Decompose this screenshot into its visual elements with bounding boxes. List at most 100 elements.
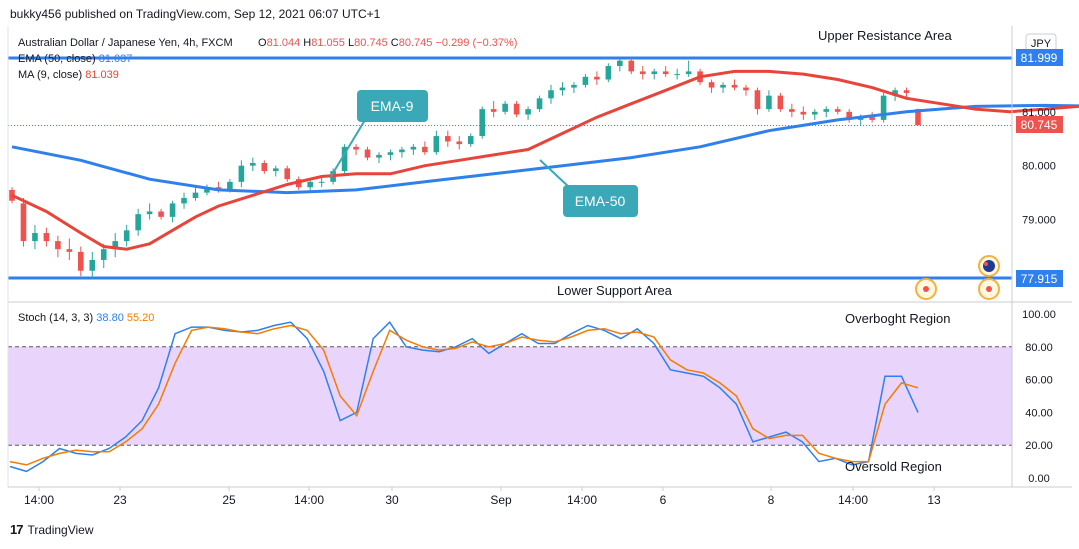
- candle: [525, 106, 531, 120]
- candle-body: [479, 109, 486, 137]
- candle-body: [399, 149, 405, 153]
- candle: [777, 92, 784, 112]
- candle-body: [112, 241, 119, 250]
- flag-event-icon[interactable]: [978, 255, 1000, 277]
- candle: [628, 57, 635, 75]
- event-marker-icon[interactable]: [978, 278, 1000, 300]
- candle: [272, 165, 279, 177]
- stoch-axis-label: 100.00: [1022, 309, 1056, 321]
- svg-text:80.745: 80.745: [1021, 118, 1058, 132]
- currency-badge[interactable]: JPY: [1025, 33, 1057, 52]
- candle-body: [20, 203, 27, 242]
- stoch-d-line: [9, 324, 919, 466]
- candle: [731, 79, 738, 91]
- time-axis-label: 6: [660, 493, 667, 507]
- candle: [605, 63, 612, 83]
- candle-body: [410, 146, 417, 150]
- candle-body: [525, 109, 531, 115]
- candle: [467, 133, 474, 147]
- ma9-line: [11, 69, 1079, 251]
- candle-body: [318, 181, 325, 183]
- candle-body: [823, 109, 830, 112]
- event-marker-icon[interactable]: [915, 278, 937, 300]
- candle-body: [846, 111, 852, 120]
- candle: [766, 90, 772, 112]
- candle: [674, 68, 680, 80]
- candle: [112, 233, 119, 258]
- candle: [181, 192, 187, 209]
- candle-body: [272, 168, 279, 172]
- time-axis-label: 25: [222, 493, 236, 507]
- candle-body: [834, 109, 841, 112]
- candle-body: [674, 74, 680, 76]
- candle-body: [651, 71, 658, 75]
- candle: [559, 82, 566, 96]
- price-axis-label: 81.000: [1022, 107, 1056, 119]
- candle: [123, 224, 130, 247]
- candle-body: [662, 71, 669, 75]
- tradingview-mark-icon: 17: [10, 522, 24, 537]
- svg-text:JPY: JPY: [1031, 38, 1052, 50]
- candle: [582, 74, 589, 88]
- candle-body: [123, 230, 130, 242]
- candle-body: [628, 60, 635, 72]
- upper-resistance-label: Upper Resistance Area: [818, 28, 952, 43]
- candle: [169, 200, 176, 223]
- candle: [754, 87, 761, 115]
- time-axis-label: 14:00: [838, 493, 868, 507]
- candle-body: [685, 71, 692, 75]
- candle-body: [605, 66, 612, 80]
- candle: [479, 106, 486, 139]
- candle-body: [720, 84, 726, 88]
- candle-body: [582, 76, 589, 85]
- candle: [376, 152, 382, 163]
- candle: [43, 227, 50, 247]
- candle-body: [433, 136, 440, 153]
- candle: [422, 141, 428, 155]
- candle: [89, 251, 96, 279]
- candle-body: [789, 109, 795, 112]
- candle: [261, 160, 268, 174]
- svg-text:EMA-50: EMA-50: [575, 193, 626, 209]
- candle: [135, 208, 141, 236]
- candle: [146, 203, 153, 220]
- candle: [444, 130, 451, 147]
- candle: [399, 146, 405, 158]
- candle: [880, 92, 887, 123]
- candle-body: [639, 71, 646, 75]
- tradingview-brand: TradingView: [27, 522, 94, 537]
- candle: [548, 84, 554, 104]
- price-pane: [8, 56, 1079, 280]
- candle: [20, 198, 27, 247]
- candle: [387, 149, 394, 161]
- candle-body: [743, 87, 749, 91]
- ema50-line: [11, 103, 1079, 195]
- candle-body: [467, 136, 474, 145]
- lower-support-label: Lower Support Area: [557, 283, 673, 298]
- stoch-band: [8, 346, 1012, 446]
- stochastic-pane: [8, 321, 1012, 473]
- stoch-axis-label: 60.00: [1025, 375, 1053, 387]
- stoch-axis-label: 40.00: [1025, 407, 1053, 419]
- candle-body: [777, 95, 784, 110]
- candle-body: [146, 211, 153, 215]
- candle-body: [227, 181, 233, 190]
- candle: [708, 79, 715, 93]
- candle-body: [766, 95, 772, 110]
- time-axis-label: 14:00: [294, 493, 324, 507]
- candle: [811, 109, 818, 120]
- candle: [513, 101, 520, 118]
- candle-body: [548, 90, 554, 99]
- candle: [571, 82, 577, 93]
- candle-body: [559, 87, 566, 91]
- tradingview-logo[interactable]: 17 TradingView: [10, 522, 94, 537]
- time-axis-label: Sep: [490, 493, 512, 507]
- stoch-axis-label: 20.00: [1025, 440, 1053, 452]
- candle: [834, 106, 841, 115]
- time-axis-label: 14:00: [24, 493, 54, 507]
- candle: [743, 84, 749, 96]
- legend-stoch: Stoch (14, 3, 3) 38.80 55.20: [18, 312, 154, 324]
- candle-body: [284, 168, 291, 180]
- candle-body: [903, 90, 910, 93]
